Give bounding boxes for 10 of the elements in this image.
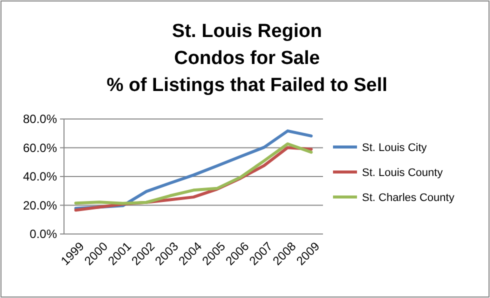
line-series — [74, 142, 313, 205]
y-tick-label: 80.0% — [22, 112, 58, 126]
y-tick-label: 0.0% — [30, 227, 58, 242]
y-tick-label: 20.0% — [22, 198, 58, 212]
y-tick-label: 40.0% — [22, 170, 58, 184]
legend-label: St. Louis City — [362, 142, 428, 154]
y-tick-label: 60.0% — [22, 140, 58, 155]
legend-label: St. Louis County — [362, 166, 444, 179]
chart-title: St. Louis Region Condos for Sale % of Listings that Failed to Sell — [106, 21, 388, 96]
legend-label: St. Charles County — [362, 192, 455, 204]
